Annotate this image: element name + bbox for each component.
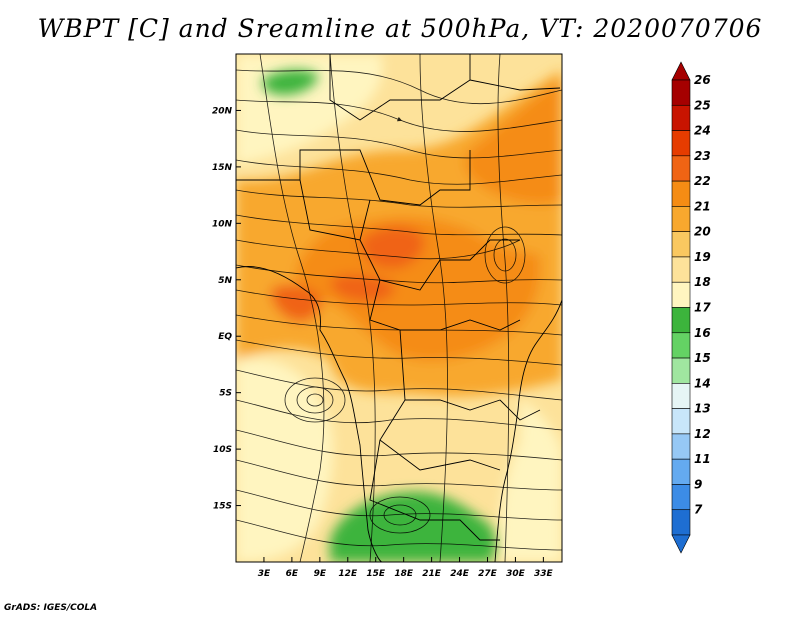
- colorbar-swatch: [671, 256, 691, 283]
- colorbar-swatch: [671, 484, 691, 511]
- colorbar-swatch: [671, 383, 691, 409]
- colorbar-swatch: [671, 180, 691, 207]
- x-tick-label: 33E: [534, 569, 554, 579]
- colorbar-swatch: [671, 458, 691, 485]
- x-axis-ticks: 3E 6E 9E 12E 15E 18E 21E 24E 27E 30E 33E: [258, 557, 554, 579]
- colorbar-label: 12: [694, 427, 711, 441]
- colorbar-label: 16: [694, 326, 711, 340]
- colorbar-swatch: [671, 332, 691, 359]
- wbpt-19-east-coast: [498, 400, 562, 562]
- x-tick-label: 12E: [338, 569, 358, 579]
- colorbar-bottom-arrow: [671, 534, 691, 554]
- footer-credit: GrADS: IGES/COLA: [4, 603, 98, 613]
- colorbar-label: 14: [694, 376, 711, 390]
- colorbar-label: 9: [694, 477, 702, 491]
- colorbar-swatch: [671, 104, 691, 131]
- colorbar-label: 26: [694, 73, 711, 87]
- colorbar-label: 17: [694, 301, 711, 315]
- colorbar-label: 20: [694, 225, 711, 239]
- colorbar-label: 11: [694, 452, 711, 466]
- colorbar-label: 24: [694, 124, 711, 138]
- y-tick-label: 10S: [213, 445, 232, 455]
- colorbar-swatch: [671, 79, 691, 106]
- colorbar-top-arrow: [671, 61, 691, 81]
- x-tick-label: 21E: [422, 569, 442, 579]
- y-axis-ticks: 20N 15N 10N 5N EQ 5S 10S 15S: [212, 106, 241, 512]
- wbpt-22-northeast: [464, 80, 562, 205]
- streamlines: [236, 54, 562, 562]
- y-tick-label: 5S: [219, 389, 232, 399]
- colorbar-swatch: [671, 155, 691, 182]
- colorbar-label: 25: [694, 98, 711, 112]
- colorbar-label: 7: [694, 503, 703, 517]
- y-tick-label: 5N: [218, 276, 232, 286]
- x-tick-label: 30E: [506, 569, 526, 579]
- colorbar-label: 13: [694, 402, 711, 416]
- x-tick-label: 3E: [258, 569, 271, 579]
- colorbar-swatch: [671, 307, 691, 334]
- y-tick-label: 10N: [212, 219, 233, 229]
- wbpt-17-north: [262, 69, 319, 95]
- colorbar-swatch: [671, 408, 691, 435]
- wbpt-23-west: [270, 284, 322, 322]
- colorbar-swatch: [671, 357, 691, 384]
- colorbar-label: 19: [694, 250, 711, 264]
- wbpt-23-central: [330, 274, 395, 302]
- colorbar-swatch: [671, 433, 691, 460]
- colorbar-swatch: [671, 509, 691, 536]
- colorbar-swatch: [671, 130, 691, 157]
- colorbar-swatch: [671, 231, 691, 258]
- x-tick-label: 9E: [314, 569, 327, 579]
- y-tick-label: EQ: [218, 332, 232, 342]
- wbpt-22-region: [296, 216, 541, 361]
- colorbar-swatch: [671, 281, 691, 308]
- colorbar-label: 22: [694, 174, 711, 188]
- chart-title: WBPT [C] and Sreamline at 500hPa, VT: 20…: [37, 14, 763, 43]
- x-tick-label: 24E: [450, 569, 470, 579]
- colorbar-label: 18: [694, 275, 711, 289]
- y-tick-label: 20N: [212, 106, 233, 116]
- x-tick-label: 6E: [286, 569, 299, 579]
- plot-frame: [235, 53, 563, 563]
- colorbar-label: 15: [694, 351, 711, 365]
- borders: [236, 54, 562, 562]
- colorbar-label: 23: [694, 149, 711, 163]
- colorbar-label: 21: [694, 199, 711, 213]
- y-tick-label: 15N: [212, 163, 233, 173]
- wbpt-19-southwest: [236, 358, 334, 562]
- x-tick-label: 15E: [366, 569, 386, 579]
- x-tick-label: 27E: [478, 569, 498, 579]
- x-tick-label: 18E: [394, 569, 414, 579]
- colorbar-swatch: [671, 206, 691, 232]
- y-tick-label: 15S: [213, 502, 232, 512]
